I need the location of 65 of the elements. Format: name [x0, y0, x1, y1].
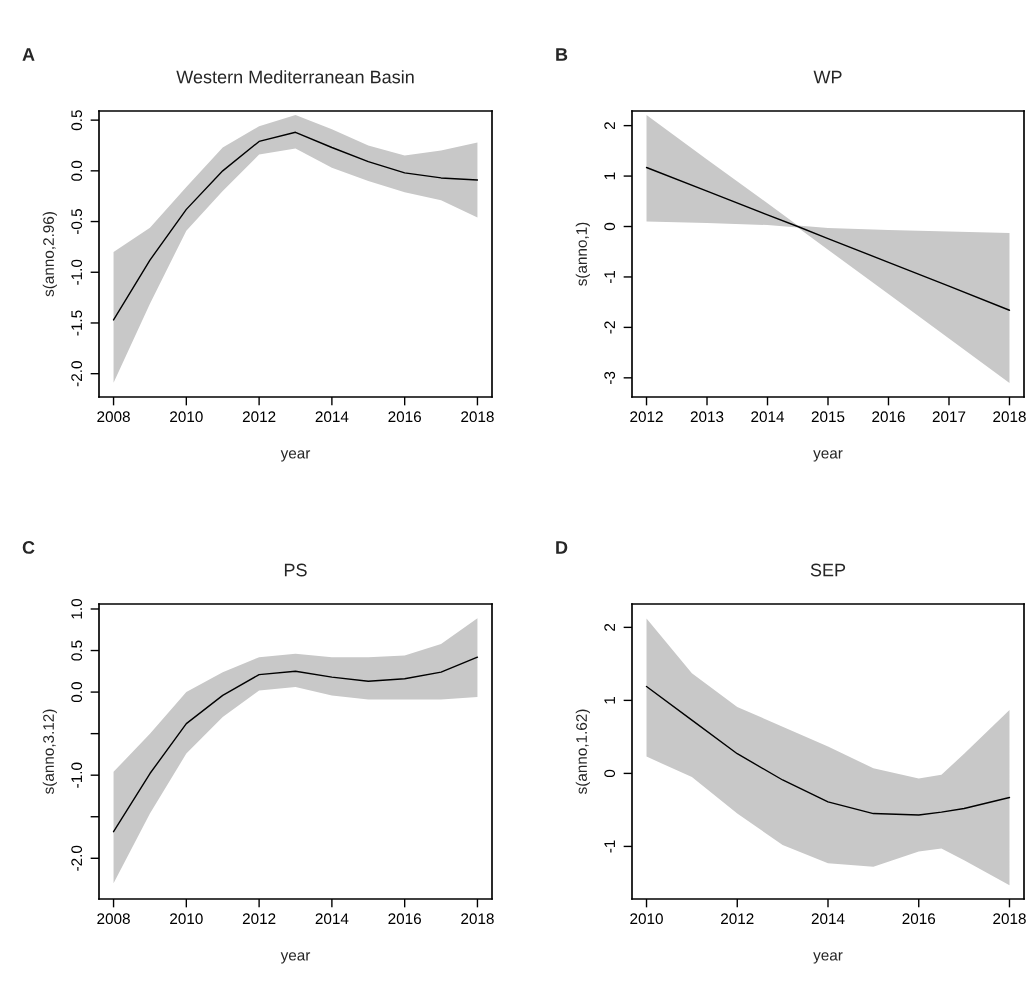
y-tick-label: -1.0	[71, 762, 83, 788]
x-tick-label: 2015	[811, 411, 845, 423]
y-tick-label: -1	[604, 840, 615, 853]
x-tick-label: 2012	[242, 913, 276, 925]
x-axis-title: year	[280, 952, 311, 964]
y-tick-label: -2	[604, 321, 615, 334]
x-tick-label: 2018	[993, 913, 1026, 925]
x-tick-label: 2008	[97, 411, 130, 423]
y-tick-label: 0.0	[71, 682, 83, 703]
y-tick-label: 2	[604, 623, 615, 631]
x-tick-label: 2010	[630, 913, 663, 925]
line-series	[645, 166, 1011, 311]
x-axis-title: year	[813, 450, 843, 462]
chart-title: PS	[284, 563, 307, 577]
y-tick-label: 2	[604, 122, 615, 130]
y-tick-label: -2.0	[71, 361, 83, 387]
x-tick-label: 2018	[461, 411, 494, 423]
y-axis-title: s(anno,1.62)	[575, 709, 590, 794]
y-axis-title: s(anno,1)	[575, 222, 590, 286]
chart-title: SEP	[810, 563, 846, 577]
line-series	[112, 131, 479, 321]
y-tick-label: -1.5	[71, 310, 83, 336]
x-axis-title: year	[280, 450, 311, 462]
chart-title: WP	[813, 70, 842, 84]
text: A	[22, 48, 35, 61]
y-tick-label: -3	[604, 371, 616, 384]
y-tick-label: 1.0	[71, 598, 83, 619]
text: B	[556, 48, 568, 61]
y-tick-label: 1	[604, 696, 615, 704]
y-tick-label: 0	[604, 769, 616, 778]
line-series	[112, 656, 479, 833]
y-tick-label: -2.0	[71, 845, 83, 871]
y-axis-title: s(anno,3.12)	[42, 709, 57, 794]
x-tick-label: 2016	[902, 913, 936, 925]
y-tick-label: 0.5	[71, 640, 83, 661]
y-tick-label: -1	[604, 270, 615, 284]
x-tick-label: 2012	[721, 913, 754, 925]
x-tick-label: 2014	[315, 913, 349, 925]
x-tick-label: 2008	[97, 913, 130, 925]
x-tick-label: 2017	[932, 411, 966, 423]
x-axis-title: year	[813, 952, 843, 964]
x-tick-label: 2012	[242, 411, 276, 423]
y-tick-label: -1.0	[71, 259, 83, 285]
y-axis-title: s(anno,2.96)	[42, 212, 57, 297]
x-tick-label: 2014	[751, 411, 785, 423]
x-tick-label: 2014	[811, 913, 845, 925]
x-tick-label: 2010	[170, 411, 203, 423]
y-tick-label: 0.0	[71, 160, 83, 181]
text: C	[22, 541, 35, 554]
y-tick-label: 0.5	[71, 110, 83, 131]
x-tick-label: 2018	[993, 411, 1026, 423]
x-tick-label: 2016	[872, 411, 905, 423]
y-tick-label: -0.5	[71, 209, 83, 235]
text: D	[556, 541, 568, 554]
chart-title: Western Mediterranean Basin	[176, 70, 414, 84]
y-tick-label: 1	[604, 172, 615, 180]
y-tick-label: 0	[604, 222, 616, 231]
x-tick-label: 2016	[388, 411, 421, 423]
x-tick-label: 2013	[690, 411, 724, 423]
line-series	[645, 685, 1011, 816]
x-tick-label: 2014	[315, 411, 349, 423]
x-tick-label: 2018	[461, 913, 494, 925]
x-tick-label: 2016	[388, 913, 421, 925]
x-tick-label: 2010	[170, 913, 203, 925]
x-tick-label: 2012	[630, 411, 663, 423]
